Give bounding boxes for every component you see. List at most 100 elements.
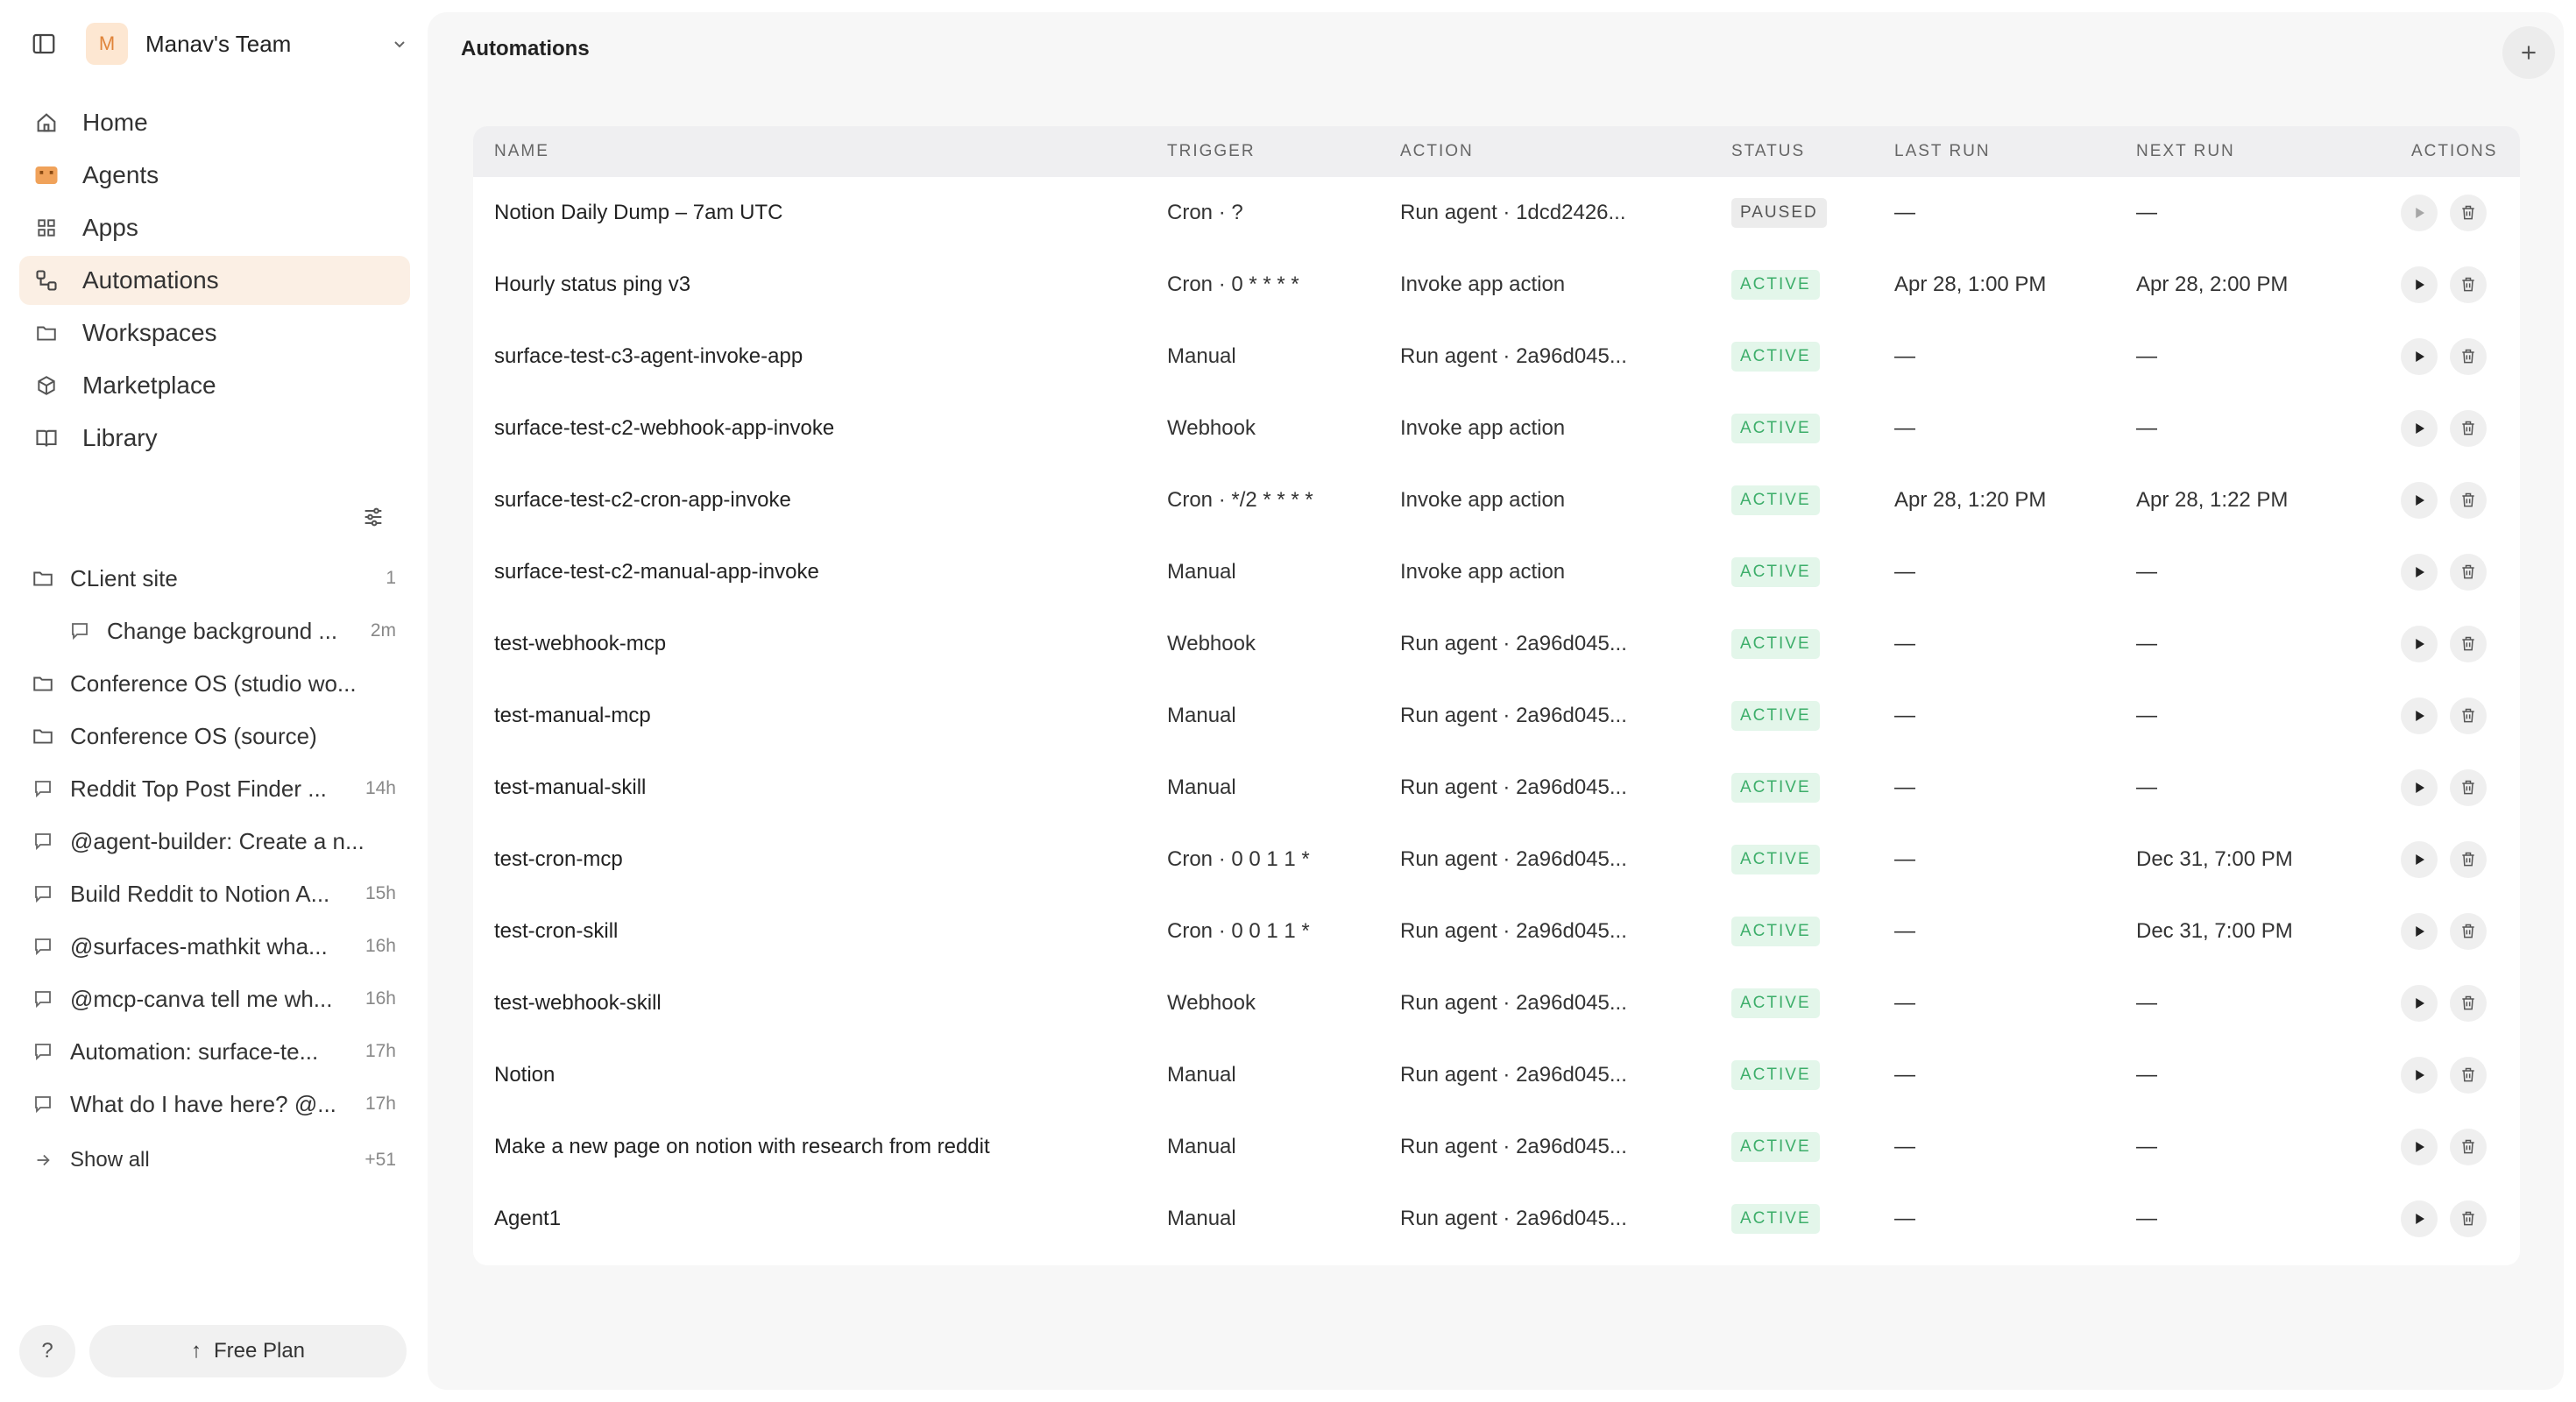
run-button[interactable] bbox=[2401, 985, 2438, 1022]
run-button[interactable] bbox=[2401, 913, 2438, 950]
table-row[interactable]: Notion Manual Run agent · 2a96d045... — — ACT… bbox=[473, 1039, 2520, 1111]
table-row[interactable]: surface-test-c2-cron-app-invoke Cron · */… bbox=[473, 464, 2520, 536]
recents-filter-button[interactable] bbox=[357, 501, 389, 533]
column-header-name: NAME bbox=[494, 142, 549, 160]
recent-workspace-item[interactable]: Conference OS (studio wo... bbox=[19, 657, 410, 710]
delete-button[interactable] bbox=[2450, 626, 2487, 662]
status-cell: ACTIVE bbox=[1731, 680, 1820, 752]
sidebar-item-automations[interactable]: Automations bbox=[19, 256, 410, 305]
table-row[interactable]: test-webhook-skill Webhook Run agent · 2a9… bbox=[473, 967, 2520, 1039]
delete-button[interactable] bbox=[2450, 554, 2487, 591]
recent-workspace-item[interactable]: CLient site 1 bbox=[19, 552, 410, 605]
row-actions bbox=[2401, 177, 2499, 249]
add-automation-button[interactable] bbox=[2502, 26, 2555, 79]
delete-button[interactable] bbox=[2450, 338, 2487, 375]
sidebar-item-marketplace[interactable]: Marketplace bbox=[19, 361, 410, 410]
table-row[interactable]: surface-test-c2-webhook-app-invoke Webhoo… bbox=[473, 393, 2520, 464]
delete-button[interactable] bbox=[2450, 266, 2487, 303]
automation-name: Make a new page on notion with research … bbox=[494, 1135, 990, 1158]
help-button[interactable]: ? bbox=[19, 1325, 75, 1377]
run-button[interactable] bbox=[2401, 410, 2438, 447]
delete-button[interactable] bbox=[2450, 1200, 2487, 1237]
run-button[interactable] bbox=[2401, 1200, 2438, 1237]
team-switcher[interactable]: M Manav's Team bbox=[86, 23, 410, 65]
run-button[interactable] bbox=[2401, 482, 2438, 519]
run-button[interactable] bbox=[2401, 266, 2438, 303]
recent-chat-item[interactable]: @surfaces-mathkit wha... 16h bbox=[19, 920, 410, 973]
run-button[interactable] bbox=[2401, 1129, 2438, 1165]
chevron-down-icon bbox=[394, 41, 405, 48]
recent-chat-item[interactable]: @mcp-canva tell me wh... 16h bbox=[19, 973, 410, 1025]
delete-button[interactable] bbox=[2450, 769, 2487, 806]
run-button[interactable] bbox=[2401, 769, 2438, 806]
table-row[interactable]: test-cron-skill Cron · 0 0 1 1 * Run agent… bbox=[473, 896, 2520, 967]
recent-chat-item[interactable]: What do I have here? @... 17h bbox=[19, 1078, 410, 1130]
sidebar-item-apps[interactable]: Apps bbox=[19, 203, 410, 252]
recent-chat-item[interactable]: Change background ... 2m bbox=[19, 605, 410, 657]
run-button[interactable] bbox=[2401, 195, 2438, 231]
recent-workspace-item[interactable]: Conference OS (source) bbox=[19, 710, 410, 762]
sidebar-header: M Manav's Team bbox=[0, 0, 428, 88]
column-header-action: ACTION bbox=[1400, 142, 1474, 160]
delete-button[interactable] bbox=[2450, 1129, 2487, 1165]
sidebar-item-label: Workspaces bbox=[82, 319, 217, 346]
show-all-link[interactable]: Show all +51 bbox=[19, 1134, 410, 1186]
recent-chat-item[interactable]: Build Reddit to Notion A... 15h bbox=[19, 867, 410, 920]
delete-button[interactable] bbox=[2450, 195, 2487, 231]
sidebar-toggle-button[interactable] bbox=[26, 26, 61, 61]
recent-chat-item[interactable]: @agent-builder: Create a n... bbox=[19, 815, 410, 867]
automation-last-run: — bbox=[1894, 632, 1915, 655]
status-cell: ACTIVE bbox=[1731, 1183, 1820, 1255]
chat-icon bbox=[32, 935, 54, 958]
table-row[interactable]: Agent1 Manual Run agent · 2a96d045... — — ACT… bbox=[473, 1183, 2520, 1255]
recent-chat-item[interactable]: Automation: surface-te... 17h bbox=[19, 1025, 410, 1078]
column-header-trigger: TRIGGER bbox=[1167, 142, 1256, 160]
delete-button[interactable] bbox=[2450, 410, 2487, 447]
sidebar-item-library[interactable]: Library bbox=[19, 414, 410, 463]
table-row[interactable]: surface-test-c2-manual-app-invoke Manual I… bbox=[473, 536, 2520, 608]
run-button[interactable] bbox=[2401, 338, 2438, 375]
automation-action: Run agent · 2a96d045... bbox=[1400, 1207, 1627, 1230]
table-row[interactable]: Notion Daily Dump – 7am UTC Cron · ? Run a… bbox=[473, 177, 2520, 249]
run-button[interactable] bbox=[2401, 1057, 2438, 1094]
run-button[interactable] bbox=[2401, 841, 2438, 878]
chat-icon bbox=[32, 882, 54, 905]
free-plan-button[interactable]: ↑ Free Plan bbox=[89, 1325, 407, 1377]
recent-item-label: @mcp-canva tell me wh... bbox=[70, 985, 333, 1012]
trash-icon bbox=[2462, 636, 2474, 651]
table-row[interactable]: Hourly status ping v3 Cron · 0 * * * * Inv… bbox=[473, 249, 2520, 321]
status-cell: ACTIVE bbox=[1731, 393, 1820, 464]
delete-button[interactable] bbox=[2450, 697, 2487, 734]
recent-item-label: Conference OS (source) bbox=[70, 722, 317, 749]
automation-trigger: Manual bbox=[1167, 1135, 1236, 1158]
delete-button[interactable] bbox=[2450, 985, 2487, 1022]
delete-button[interactable] bbox=[2450, 1057, 2487, 1094]
recent-item-label: @surfaces-mathkit wha... bbox=[70, 932, 328, 959]
delete-button[interactable] bbox=[2450, 482, 2487, 519]
book-icon bbox=[33, 425, 60, 451]
sidebar-item-agents[interactable]: Agents bbox=[19, 151, 410, 200]
play-icon bbox=[2416, 567, 2424, 577]
run-button[interactable] bbox=[2401, 697, 2438, 734]
row-actions bbox=[2401, 967, 2499, 1039]
table-row[interactable]: test-manual-mcp Manual Run agent · 2a96d04… bbox=[473, 680, 2520, 752]
sidebar-item-workspaces[interactable]: Workspaces bbox=[19, 308, 410, 358]
trash-icon bbox=[2462, 1067, 2474, 1082]
automation-action: Run agent · 2a96d045... bbox=[1400, 991, 1627, 1015]
run-button[interactable] bbox=[2401, 554, 2438, 591]
column-header-status: STATUS bbox=[1731, 142, 1806, 160]
table-row[interactable]: test-cron-mcp Cron · 0 0 1 1 * Run agent ·… bbox=[473, 824, 2520, 896]
automation-name: test-manual-skill bbox=[494, 775, 647, 799]
recent-chat-item[interactable]: Reddit Top Post Finder ... 14h bbox=[19, 762, 410, 815]
run-button[interactable] bbox=[2401, 626, 2438, 662]
folder-icon bbox=[32, 567, 54, 590]
table-row[interactable]: test-manual-skill Manual Run agent · 2a96d… bbox=[473, 752, 2520, 824]
table-row[interactable]: surface-test-c3-agent-invoke-app Manual Ru… bbox=[473, 321, 2520, 393]
recent-item-label: What do I have here? @... bbox=[70, 1090, 336, 1117]
delete-button[interactable] bbox=[2450, 841, 2487, 878]
table-row[interactable]: Make a new page on notion with research … bbox=[473, 1111, 2520, 1183]
sidebar-item-home[interactable]: Home bbox=[19, 98, 410, 147]
recent-item-meta: 16h bbox=[364, 936, 396, 956]
delete-button[interactable] bbox=[2450, 913, 2487, 950]
table-row[interactable]: test-webhook-mcp Webhook Run agent · 2a96d… bbox=[473, 608, 2520, 680]
